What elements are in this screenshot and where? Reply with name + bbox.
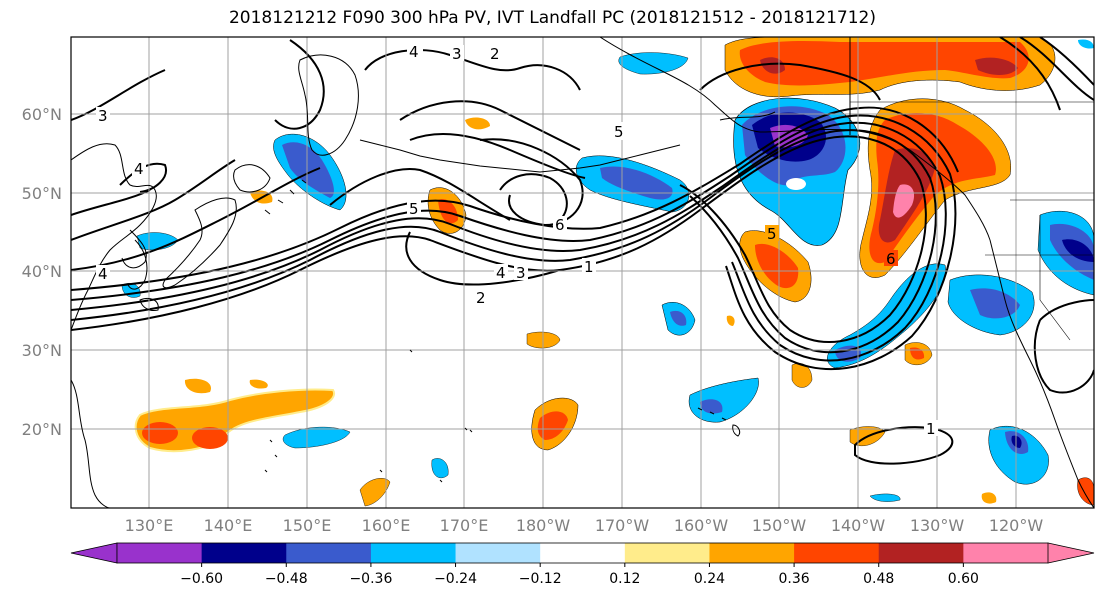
lon-label: 140°E (204, 516, 253, 535)
colorbar-frame (116, 542, 1049, 564)
contour-label: 1 (926, 420, 936, 438)
contour-labels: 4 3 2 3 5 6 5 4 3 2 1 5 6 1 (96, 43, 938, 438)
contour-label: 6 (886, 250, 896, 268)
colorbar: −0.60 −0.48 −0.36 −0.24 −0.12 0.12 0.24 0.36 0.4… (70, 542, 1095, 587)
map-area: 4 3 2 3 5 6 5 4 3 2 1 5 6 1 (71, 37, 1094, 508)
colorbar-tick-label: −0.36 (349, 571, 392, 587)
colorbar-tick-label: 0.48 (863, 571, 894, 587)
colorbar-cell (540, 543, 626, 563)
contour-label: 3 (452, 45, 462, 63)
lat-label: 20°N (22, 420, 62, 439)
colorbar-extend-high (1047, 542, 1095, 564)
colorbar-extend-low (70, 542, 118, 564)
colorbar-tick-label: 0.12 (609, 571, 640, 587)
contour-label: 1 (584, 258, 594, 276)
lon-label: 150°W (752, 516, 807, 535)
latitude-labels: 60°N 50°N 40°N 30°N 20°N (22, 105, 62, 439)
contour-label: 4 (496, 264, 506, 282)
colorbar-cell (794, 543, 880, 563)
colorbar-cell (117, 543, 203, 563)
lon-label: 160°E (362, 516, 411, 535)
lat-label: 40°N (22, 262, 62, 281)
lon-label: 130°E (125, 516, 174, 535)
contour-label: 4 (409, 43, 419, 61)
lon-label: 180°W (516, 516, 571, 535)
lat-label: 50°N (22, 184, 62, 203)
map-title: 2018121212 F090 300 hPa PV, IVT Landfall… (228, 8, 876, 28)
coastlines (71, 37, 1094, 508)
lon-label: 140°W (831, 516, 886, 535)
colorbar-cell (878, 543, 964, 563)
colorbar-tick-label: −0.48 (265, 571, 308, 587)
colorbar-cell (370, 543, 457, 563)
contour-label: 2 (490, 45, 500, 63)
colorbar-cell (709, 543, 795, 563)
contour-label: 3 (98, 107, 108, 125)
contour-label: 6 (555, 216, 565, 234)
contour-label: 4 (134, 160, 144, 178)
lon-label: 170°E (440, 516, 489, 535)
longitude-labels: 130°E 140°E 150°E 160°E 170°E 180°W 170°… (125, 516, 1044, 535)
colorbar-cell (963, 543, 1049, 563)
colorbar-tick-label: −0.60 (180, 571, 223, 587)
colorbar-tick-label: 0.36 (779, 571, 810, 587)
contour-label: 5 (614, 123, 624, 141)
colorbar-tick-label: 0.24 (694, 571, 725, 587)
map-frame (70, 36, 1095, 509)
lon-label: 150°E (283, 516, 332, 535)
pv-contours (71, 37, 1094, 465)
contour-label: 4 (98, 265, 108, 283)
lon-label: 170°W (595, 516, 650, 535)
contour-label: 5 (767, 225, 777, 243)
colorbar-tick-label: 0.60 (948, 571, 979, 587)
contour-label: 3 (516, 264, 526, 282)
colorbar-cell (455, 543, 541, 563)
colorbar-tick-label: −0.12 (519, 571, 562, 587)
colorbar-cell (201, 543, 287, 563)
lat-label: 60°N (22, 105, 62, 124)
contour-label: 5 (409, 200, 419, 218)
lon-label: 160°W (674, 516, 729, 535)
colorbar-tick-label: −0.24 (434, 571, 477, 587)
contour-label: 2 (476, 289, 486, 307)
lon-label: 120°W (989, 516, 1044, 535)
colorbar-cell (624, 543, 710, 563)
lat-label: 30°N (22, 341, 62, 360)
lon-label: 130°W (910, 516, 965, 535)
colorbar-cell (286, 543, 372, 563)
